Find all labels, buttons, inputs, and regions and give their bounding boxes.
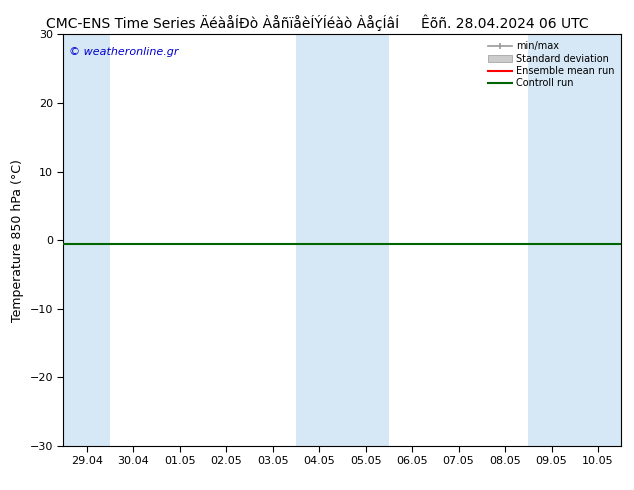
Bar <box>63 34 110 446</box>
Legend: min/max, Standard deviation, Ensemble mean run, Controll run: min/max, Standard deviation, Ensemble me… <box>486 39 616 90</box>
Y-axis label: Temperature 850 hPa (°C): Temperature 850 hPa (°C) <box>11 159 24 321</box>
Text: © weatheronline.gr: © weatheronline.gr <box>69 47 179 57</box>
Bar <box>296 34 389 446</box>
Text: CMC-ENS Time Series ÄéàåÍÐò ÀåñïåèÍÝÍéàò ÀåçÍâÍ     Êõñ. 28.04.2024 06 UTC: CMC-ENS Time Series ÄéàåÍÐò ÀåñïåèÍÝÍéàò… <box>46 15 588 31</box>
Bar <box>528 34 621 446</box>
